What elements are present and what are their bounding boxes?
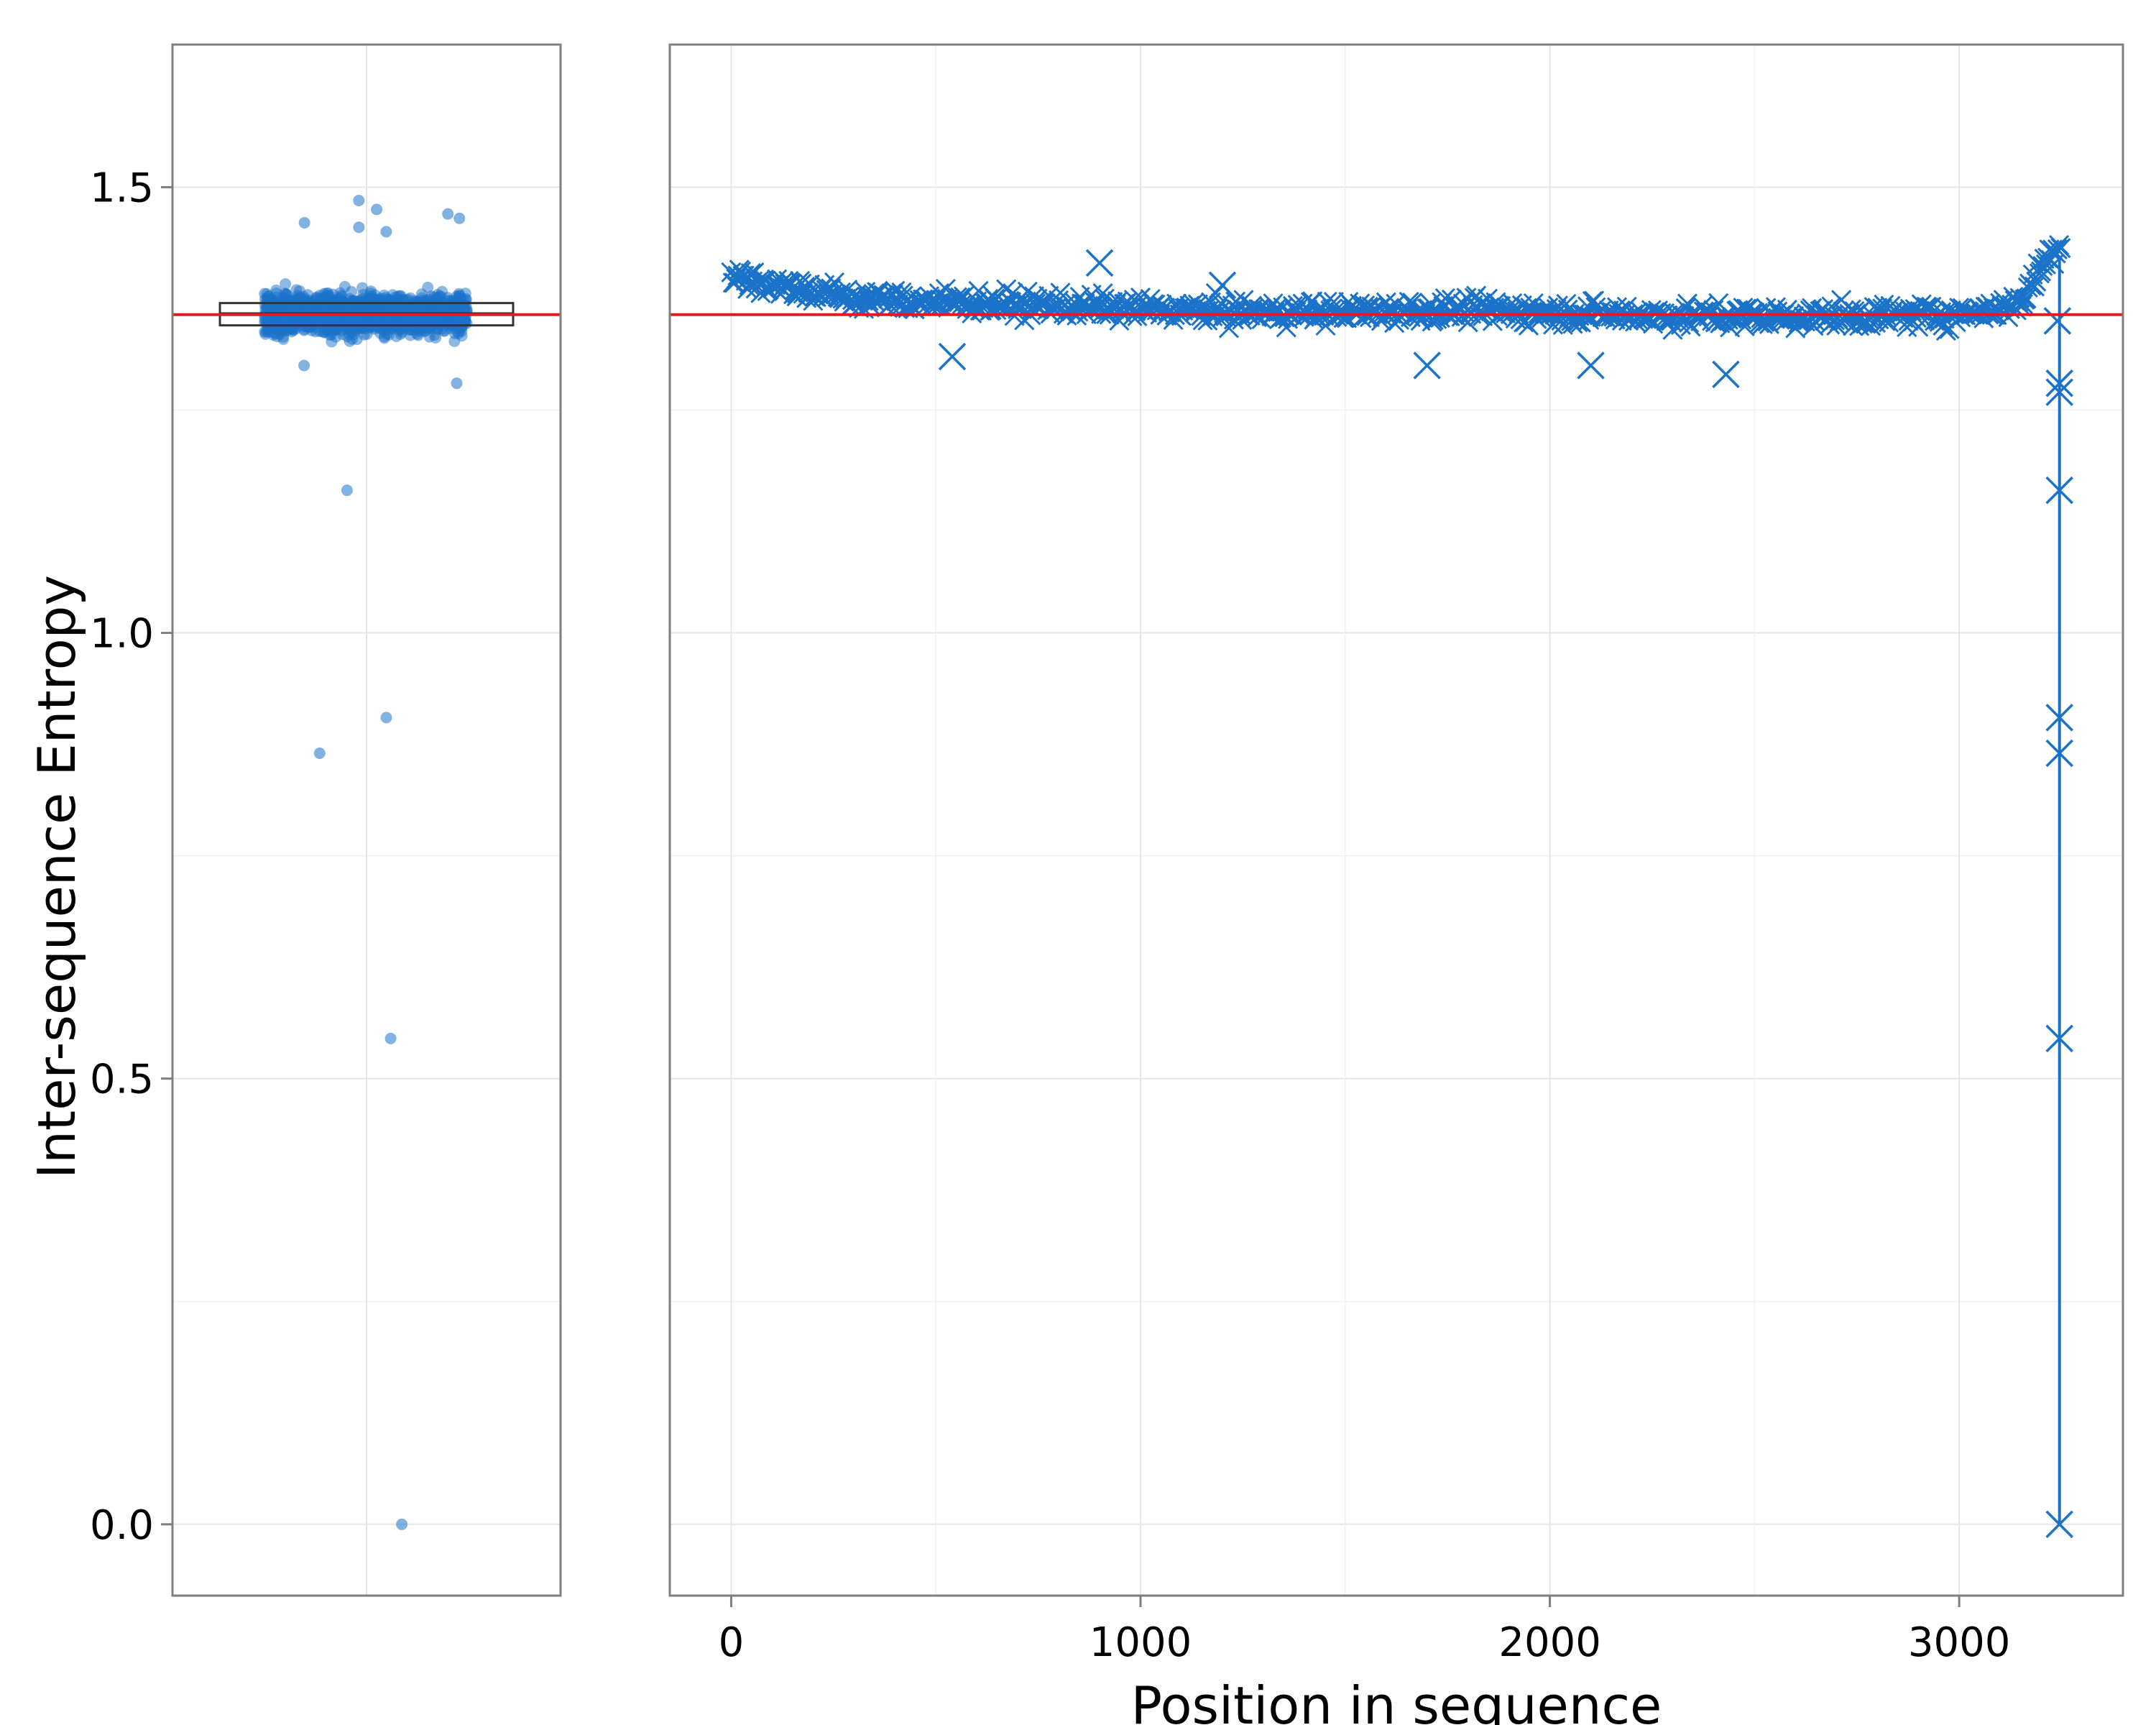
position-marker xyxy=(1803,316,1824,336)
strip-point xyxy=(415,288,428,300)
outlier-marker xyxy=(1208,271,1237,300)
outlier-marker xyxy=(2043,307,2072,335)
right-panel-border xyxy=(668,43,2124,1597)
outlier-marker xyxy=(2045,739,2073,768)
outlier-marker xyxy=(2045,1510,2073,1539)
outlier-marker xyxy=(1577,351,1605,380)
outlier-marker xyxy=(1085,249,1114,277)
right-gridlines xyxy=(670,45,2123,1596)
outlier-marker xyxy=(2045,369,2073,397)
strip-point xyxy=(269,306,281,318)
right-panel: 0 1000 2000 3000 xyxy=(668,43,2124,1666)
position-marker xyxy=(996,279,1017,300)
strip-point xyxy=(276,295,288,308)
strip-outlier-point xyxy=(353,221,365,234)
outlier-marker xyxy=(938,342,967,371)
strip-point xyxy=(330,331,342,343)
strip-point xyxy=(316,326,328,338)
outlier-marker xyxy=(2045,704,2073,732)
left-y-ticks: 0.0 0.5 1.0 1.5 xyxy=(90,165,172,1549)
left-panel-border xyxy=(171,43,562,1597)
strip-outlier-point xyxy=(298,359,310,372)
strip-point xyxy=(440,306,452,318)
position-marker xyxy=(2050,238,2071,259)
position-marker xyxy=(2012,294,2034,315)
strip-point xyxy=(369,289,381,301)
strip-point xyxy=(280,278,292,290)
strip-point xyxy=(390,331,402,342)
y-tick-label: 0.0 xyxy=(90,1502,154,1549)
outlier-marker xyxy=(2045,476,2073,505)
position-marker xyxy=(2024,276,2045,297)
x-tick-label: 0 xyxy=(719,1619,745,1666)
position-marker xyxy=(1026,293,1046,314)
outlier-marker xyxy=(2045,1024,2073,1053)
strip-outlier-point xyxy=(298,217,310,229)
outlier-marker xyxy=(1712,360,1740,389)
strip-outlier-point xyxy=(380,226,392,238)
strip-outlier-point xyxy=(384,1032,397,1044)
strip-outlier-point xyxy=(453,212,466,224)
strip-point xyxy=(290,284,303,296)
strip-point xyxy=(351,334,363,346)
strip-outlier-point xyxy=(380,712,392,724)
strip-point xyxy=(346,285,357,298)
strip-outlier-point xyxy=(313,748,326,759)
position-marker xyxy=(968,280,989,301)
x-tick-label: 3000 xyxy=(1908,1619,2011,1666)
strip-point xyxy=(395,290,407,302)
right-outlier-markers xyxy=(938,249,2073,1539)
strip-outlier-point xyxy=(396,1518,408,1530)
y-axis-title: Inter-sequence Entropy xyxy=(27,575,87,1179)
left-panel: 0.0 0.5 1.0 1.5 xyxy=(90,43,562,1597)
x-tick-label: 1000 xyxy=(1089,1619,1192,1666)
y-tick-label: 1.0 xyxy=(90,611,154,658)
position-marker xyxy=(1749,313,1770,334)
position-marker xyxy=(2047,239,2068,259)
strip-outlier-point xyxy=(442,208,454,220)
strip-point xyxy=(273,324,285,336)
position-marker xyxy=(1212,306,1233,328)
x-tick-label: 2000 xyxy=(1498,1619,1601,1666)
y-tick-label: 0.5 xyxy=(90,1057,154,1103)
right-panel-background xyxy=(670,45,2123,1596)
strip-point xyxy=(423,318,435,330)
outlier-marker xyxy=(2045,378,2073,406)
strip-point xyxy=(331,315,342,327)
strip-outlier-point xyxy=(341,484,353,497)
strip-outlier-point xyxy=(371,203,383,216)
strip-point xyxy=(259,288,271,300)
strip-outlier-point xyxy=(451,377,463,390)
x-axis-title: Position in sequence xyxy=(1131,1675,1662,1725)
strip-point xyxy=(403,323,415,336)
outlier-marker xyxy=(1413,351,1441,380)
strip-outlier-point xyxy=(353,195,365,206)
position-marker xyxy=(1427,308,1447,329)
right-x-ticks: 0 1000 2000 3000 xyxy=(719,1596,2011,1666)
y-tick-label: 1.5 xyxy=(90,165,154,211)
strip-point xyxy=(374,327,387,339)
strip-point xyxy=(287,323,299,336)
